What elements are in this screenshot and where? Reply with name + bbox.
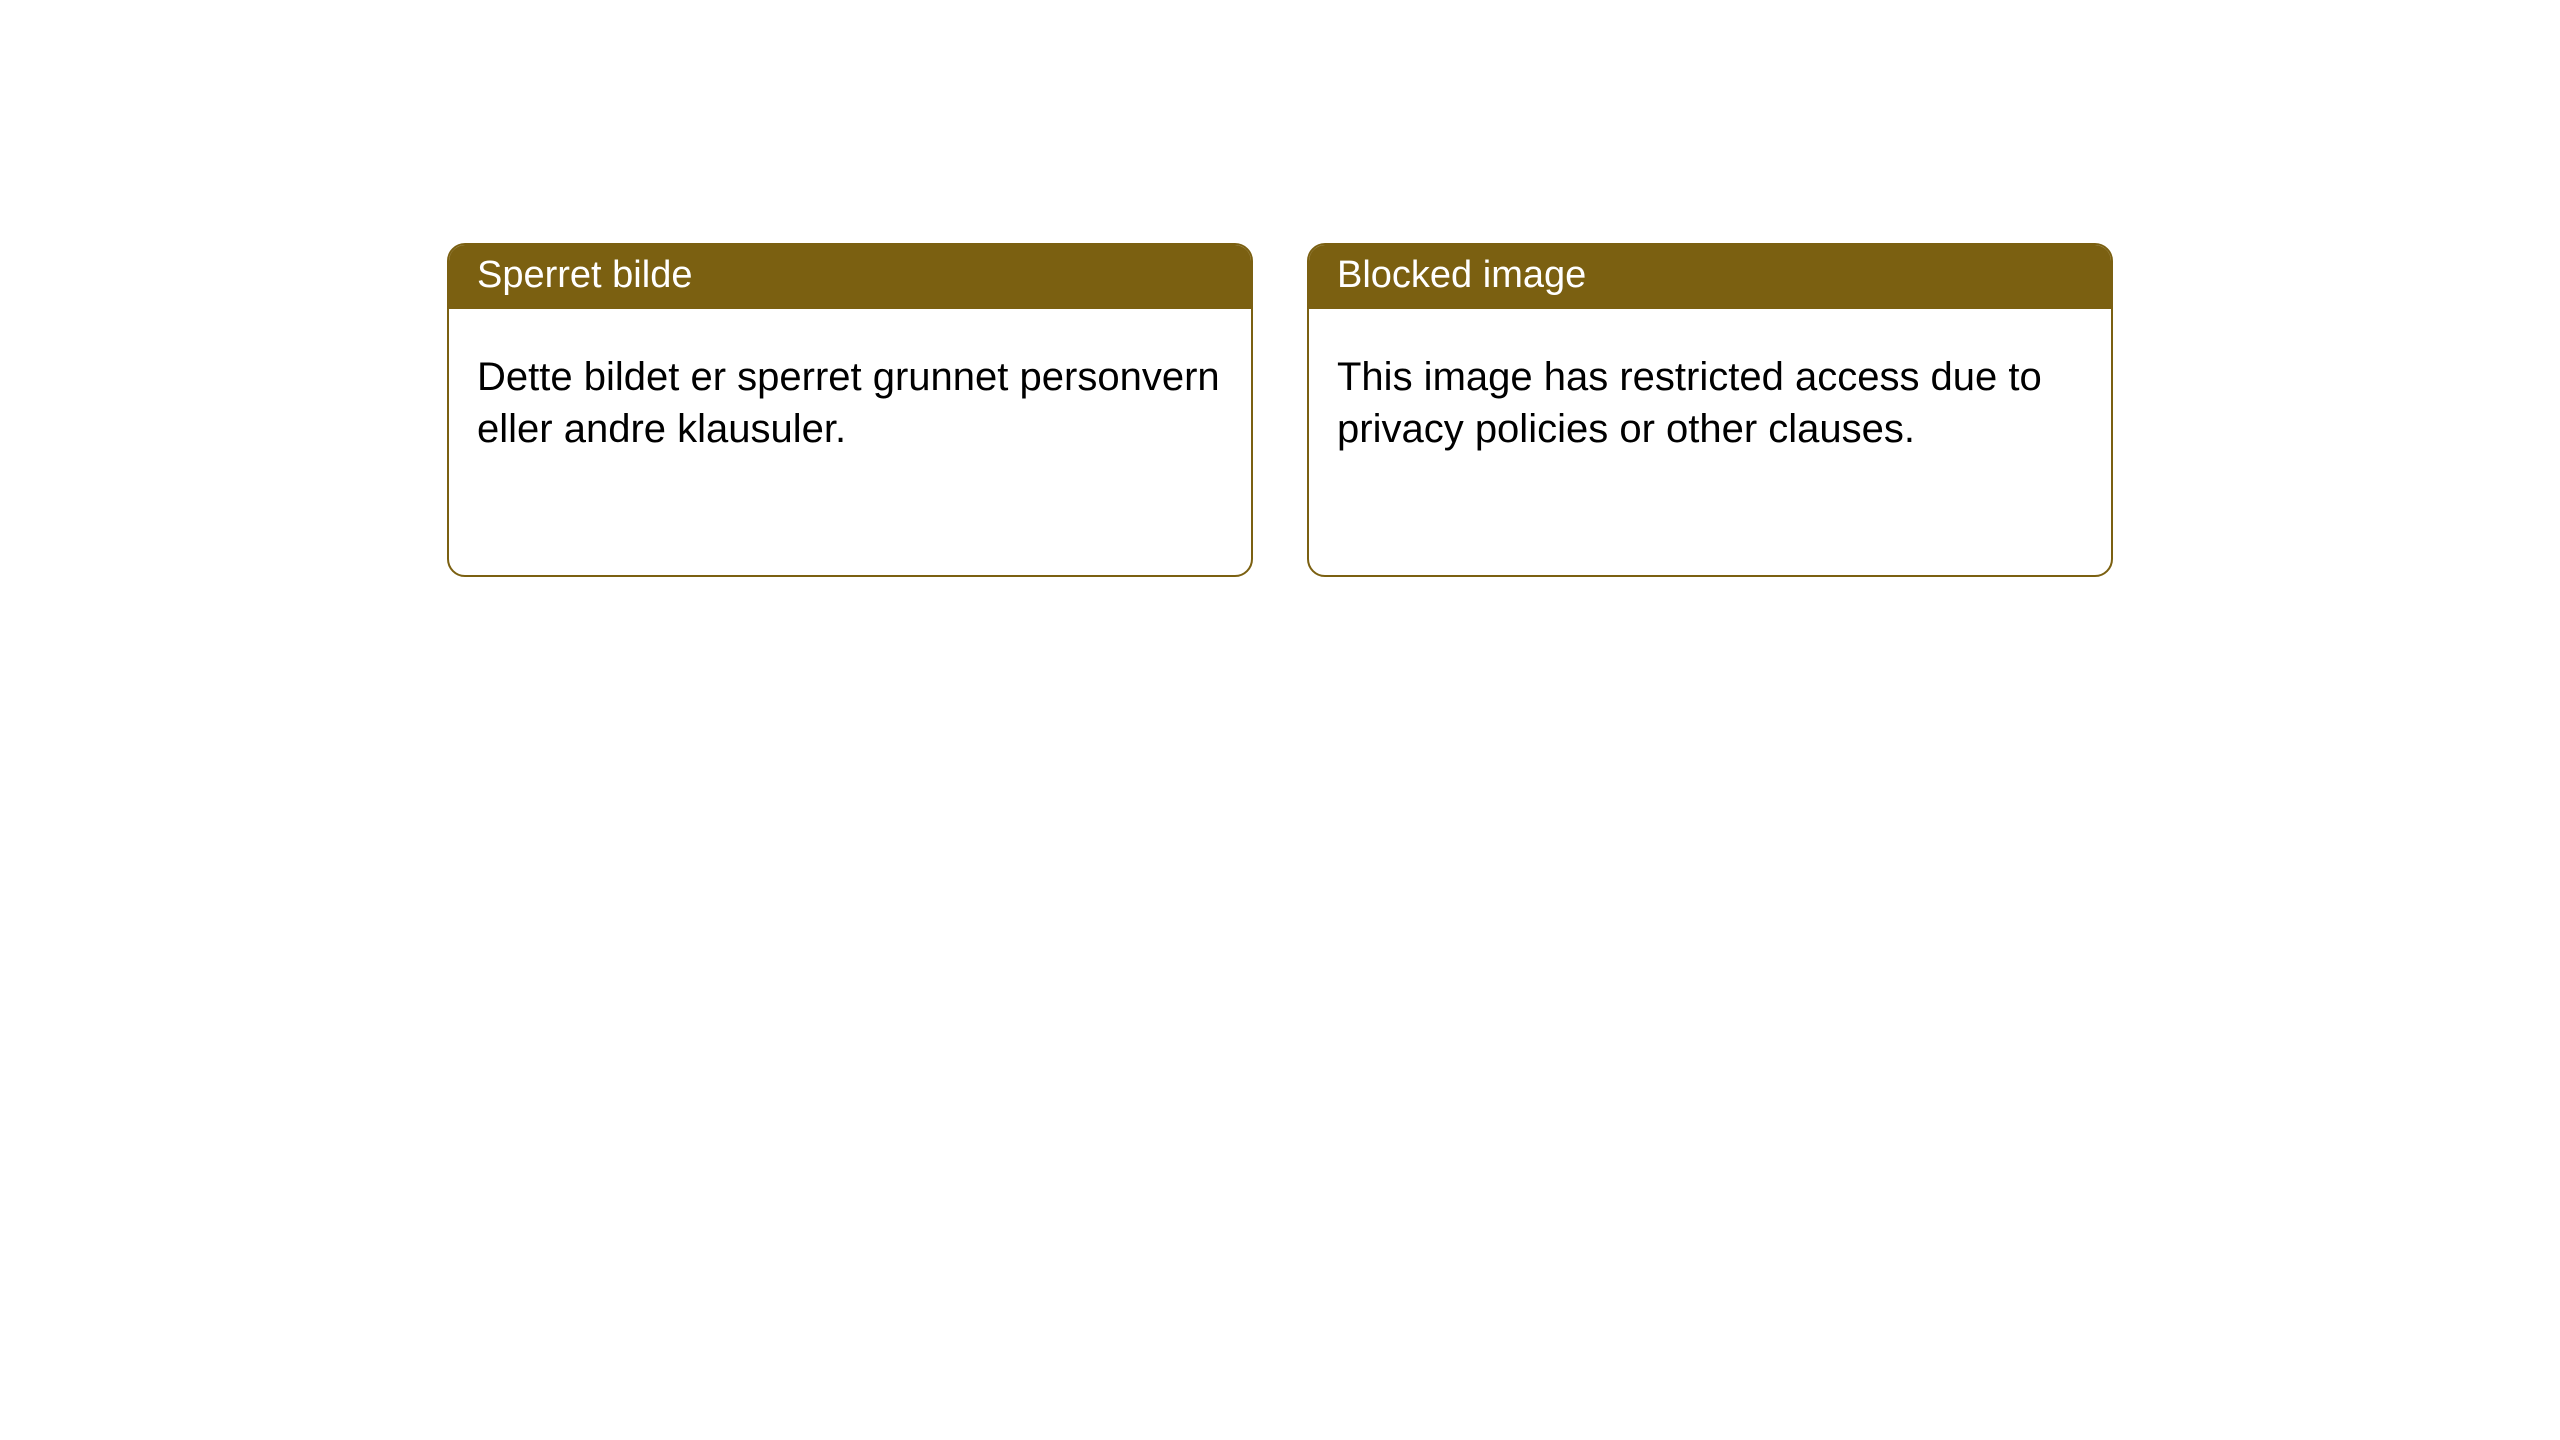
notice-card-title: Sperret bilde [449, 245, 1251, 309]
notice-card-body: This image has restricted access due to … [1309, 309, 2111, 497]
notice-card-body: Dette bildet er sperret grunnet personve… [449, 309, 1251, 497]
notice-card-title: Blocked image [1309, 245, 2111, 309]
notice-card-english: Blocked image This image has restricted … [1307, 243, 2113, 577]
notice-card-norwegian: Sperret bilde Dette bildet er sperret gr… [447, 243, 1253, 577]
notice-cards-container: Sperret bilde Dette bildet er sperret gr… [0, 0, 2560, 577]
